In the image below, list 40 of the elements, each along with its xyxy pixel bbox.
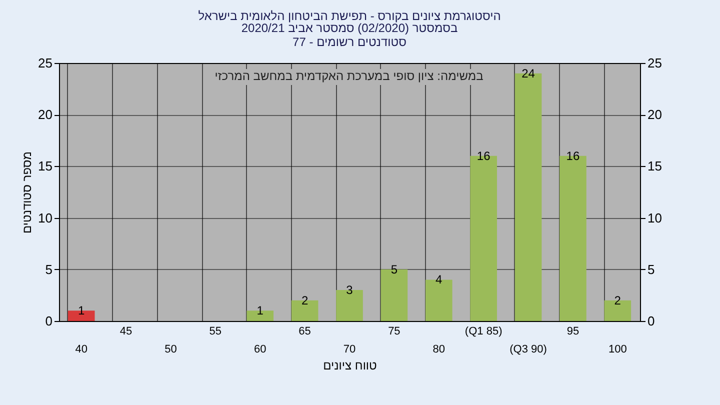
- annotation: במשימה: ציון סופי במערכת האקדמית במחשב המרכזי: [214, 69, 484, 83]
- x-tick-label: 100: [608, 344, 627, 356]
- y-tick-label: 20: [38, 107, 52, 122]
- x-tick-label: 50: [164, 344, 177, 356]
- y2-tick-label: 5: [648, 262, 655, 277]
- data-label: 16: [566, 148, 580, 163]
- x-tick-label: 95: [566, 326, 580, 338]
- chart-title: היסטוגרמת ציונים בקורס - תפישת הביטחון הלאומית בישראל: [198, 9, 501, 23]
- data-label: 24: [522, 66, 536, 80]
- y-tick-label: 15: [38, 158, 52, 174]
- x-tick-label: 75: [388, 326, 400, 338]
- data-label: 1: [78, 304, 85, 318]
- y2-tick-label: 15: [648, 158, 662, 174]
- x-tick-label: 65: [298, 326, 311, 338]
- x-tick-label: 70: [343, 344, 356, 356]
- data-label: 1: [256, 304, 264, 318]
- x-tick-label: 40: [75, 344, 88, 356]
- x-tick-label: 45: [120, 326, 132, 338]
- data-label: 4: [436, 272, 443, 287]
- y2-tick-label: 25: [648, 56, 662, 70]
- y2-tick-label: 20: [648, 107, 662, 122]
- data-label: 5: [390, 262, 398, 276]
- x-tick-label: 55: [209, 326, 222, 338]
- y-tick-label: 5: [45, 262, 52, 277]
- x-tick-label: (Q1 85): [464, 326, 502, 338]
- y2-tick-label: 10: [648, 210, 662, 226]
- x-tick-label: (Q3 90): [510, 344, 547, 356]
- data-label: 16: [476, 148, 491, 163]
- x-tick-label: 80: [432, 344, 446, 356]
- data-label: 3: [346, 283, 354, 298]
- data-label: 2: [614, 293, 622, 308]
- y-tick-label: 0: [45, 314, 52, 328]
- y2-tick-label: 0: [648, 314, 655, 328]
- y-axis-title: מספר סטודנטים: [20, 151, 34, 234]
- y-tick-label: 25: [38, 56, 52, 70]
- x-axis-title: טווח ציונים: [323, 358, 378, 372]
- x-tick-label: 60: [254, 344, 266, 356]
- data-label: 2: [301, 293, 308, 308]
- chart-subtitle: בסמסטר (02/2020) סמסטר אביב 2020/21 סטודנטים רשומים - 77: [241, 21, 458, 49]
- y-tick-label: 10: [38, 210, 52, 226]
